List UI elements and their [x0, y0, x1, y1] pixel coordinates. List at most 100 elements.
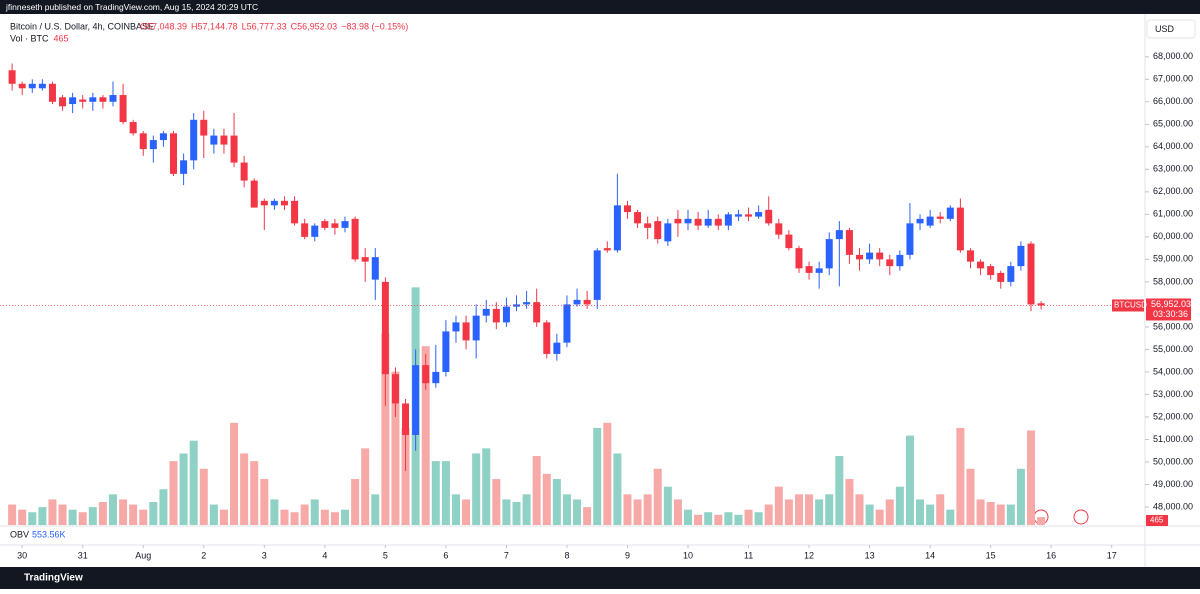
ohlc-value: C56,952.03 — [291, 21, 338, 31]
x-tick-label: 9 — [625, 550, 630, 560]
volume-bar — [68, 509, 77, 525]
candle-body — [69, 97, 77, 105]
volume-box — [1146, 515, 1168, 526]
volume-bar — [108, 494, 117, 525]
candle-body — [543, 322, 551, 354]
volume-bar — [240, 453, 249, 525]
volume-bar — [250, 461, 259, 525]
x-tick-label: 31 — [78, 550, 88, 560]
candle-body — [523, 302, 531, 305]
volume-bar — [744, 509, 753, 525]
candle-body — [886, 259, 894, 267]
volume-bar — [905, 435, 914, 525]
volume-bar — [260, 479, 269, 525]
candle-body — [916, 218, 924, 224]
y-tick-label: 48,000.00 — [1153, 501, 1193, 511]
volume-bar — [663, 486, 672, 525]
volume-bar — [825, 494, 834, 525]
candle-body — [745, 214, 753, 217]
volume-bar — [623, 494, 632, 525]
y-tick-label: 52,000.00 — [1153, 411, 1193, 421]
x-tick-label: Aug — [135, 550, 151, 560]
candle-body — [805, 266, 813, 273]
candle-body — [563, 304, 571, 343]
volume-bar — [966, 468, 975, 525]
event-icon[interactable] — [1073, 509, 1089, 525]
volume-bar — [694, 514, 703, 525]
currency-box[interactable] — [1146, 19, 1196, 39]
candle-body — [896, 254, 904, 267]
volume-bar — [230, 422, 239, 525]
volume-bar — [996, 504, 1005, 525]
y-tick-label: 62,000.00 — [1153, 186, 1193, 196]
candle-body — [371, 257, 379, 280]
candle-body — [1037, 303, 1045, 306]
brand: TradingView — [24, 573, 83, 584]
y-tick-label: 61,000.00 — [1153, 209, 1193, 219]
y-tick-label: 66,000.00 — [1153, 96, 1193, 106]
candle-body — [482, 308, 490, 316]
volume-bar — [643, 494, 652, 525]
volume-bar — [633, 499, 642, 525]
candle-body — [785, 234, 793, 249]
candle-body — [845, 230, 853, 255]
candle-body — [99, 97, 107, 102]
candle-body — [412, 365, 420, 435]
volume-bar — [98, 502, 107, 525]
candle-body — [391, 374, 399, 404]
volume-bar — [320, 509, 329, 525]
volume-bar — [330, 512, 339, 525]
candle-body — [634, 212, 642, 224]
volume-bar — [159, 489, 168, 525]
volume-bar — [300, 504, 309, 525]
indicator-name: OBV — [10, 529, 29, 539]
volume-value: 465 — [54, 33, 69, 43]
candle-body — [170, 133, 178, 174]
volume-bar — [926, 504, 935, 525]
x-tick-label: 6 — [443, 550, 448, 560]
x-tick-label: 2 — [201, 550, 206, 560]
x-tick-label: 4 — [322, 550, 327, 560]
x-tick-label: 3 — [262, 550, 267, 560]
candle-body — [1007, 266, 1015, 282]
volume-bar — [502, 499, 511, 525]
volume-bar — [48, 499, 57, 525]
candle-body — [210, 135, 218, 145]
volume-bar — [764, 504, 773, 525]
volume-bar — [573, 499, 582, 525]
candle-body — [644, 223, 652, 228]
candle-body — [734, 214, 742, 217]
candle-body — [250, 180, 258, 208]
volume-bar — [774, 486, 783, 525]
candle-body — [331, 223, 339, 228]
candle-body — [533, 302, 541, 323]
candle-body — [159, 133, 167, 141]
candle-body — [623, 205, 631, 213]
candle-body — [442, 331, 450, 372]
x-tick-label: 17 — [1107, 550, 1117, 560]
volume-bar — [169, 461, 178, 525]
candle-body — [381, 281, 389, 375]
candle-body — [573, 299, 581, 305]
candle-body — [149, 140, 157, 150]
candle-body — [8, 70, 16, 84]
volume-bar — [724, 512, 733, 525]
candle-body — [835, 230, 843, 240]
x-tick-label: 16 — [1046, 550, 1056, 560]
volume-bar — [845, 479, 854, 525]
volume-bar — [58, 504, 67, 525]
volume-bar — [653, 468, 662, 525]
volume-bar — [734, 514, 743, 525]
volume-bar — [119, 499, 128, 525]
volume-bar — [462, 499, 471, 525]
volume-bar — [704, 512, 713, 525]
volume-bar — [815, 499, 824, 525]
candle-body — [301, 223, 309, 237]
volume-bar — [1027, 430, 1036, 525]
candle-body — [89, 97, 97, 102]
candle-body — [553, 342, 561, 354]
candle-body — [775, 223, 783, 235]
candle-body — [139, 133, 147, 150]
candle-body — [280, 200, 288, 206]
ohlc-values: O57,048.39 H57,144.78 L56,777.33 C56,952.03… — [140, 21, 408, 31]
